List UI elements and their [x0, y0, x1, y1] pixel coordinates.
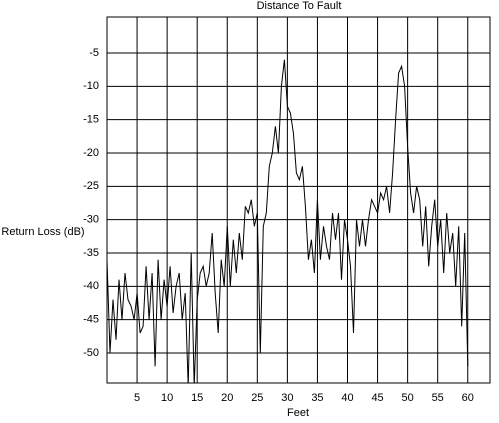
x-tick-label: 10	[161, 392, 173, 404]
y-tick-label: -20	[83, 147, 99, 159]
plot-frame	[106, 16, 491, 384]
y-tick-label: -30	[83, 214, 99, 226]
data-line	[107, 59, 469, 383]
x-tick-label: 60	[462, 392, 474, 404]
x-tick-label: 55	[432, 392, 444, 404]
x-tick-label: 20	[221, 392, 233, 404]
x-tick-label: 15	[191, 392, 203, 404]
y-tick-label: -5	[89, 47, 99, 59]
y-tick-label: -25	[83, 180, 99, 192]
x-tick-label: 5	[134, 392, 140, 404]
x-tick-label: 30	[281, 392, 293, 404]
x-tick-label: 40	[341, 392, 353, 404]
y-tick-label: -45	[83, 314, 99, 326]
x-tick-label: 45	[371, 392, 383, 404]
x-tick-label: 25	[251, 392, 263, 404]
y-tick-label: -15	[83, 114, 99, 126]
y-tick-label: -50	[83, 347, 99, 359]
y-axis-label: Return Loss (dB)	[1, 226, 84, 238]
y-tick-label: -10	[83, 80, 99, 92]
chart-title: Distance To Fault	[257, 0, 342, 12]
x-tick-label: 50	[402, 392, 414, 404]
x-tick-label: 35	[311, 392, 323, 404]
x-axis-label: Feet	[287, 407, 309, 419]
y-tick-label: -40	[83, 280, 99, 292]
y-tick-label: -35	[83, 247, 99, 259]
